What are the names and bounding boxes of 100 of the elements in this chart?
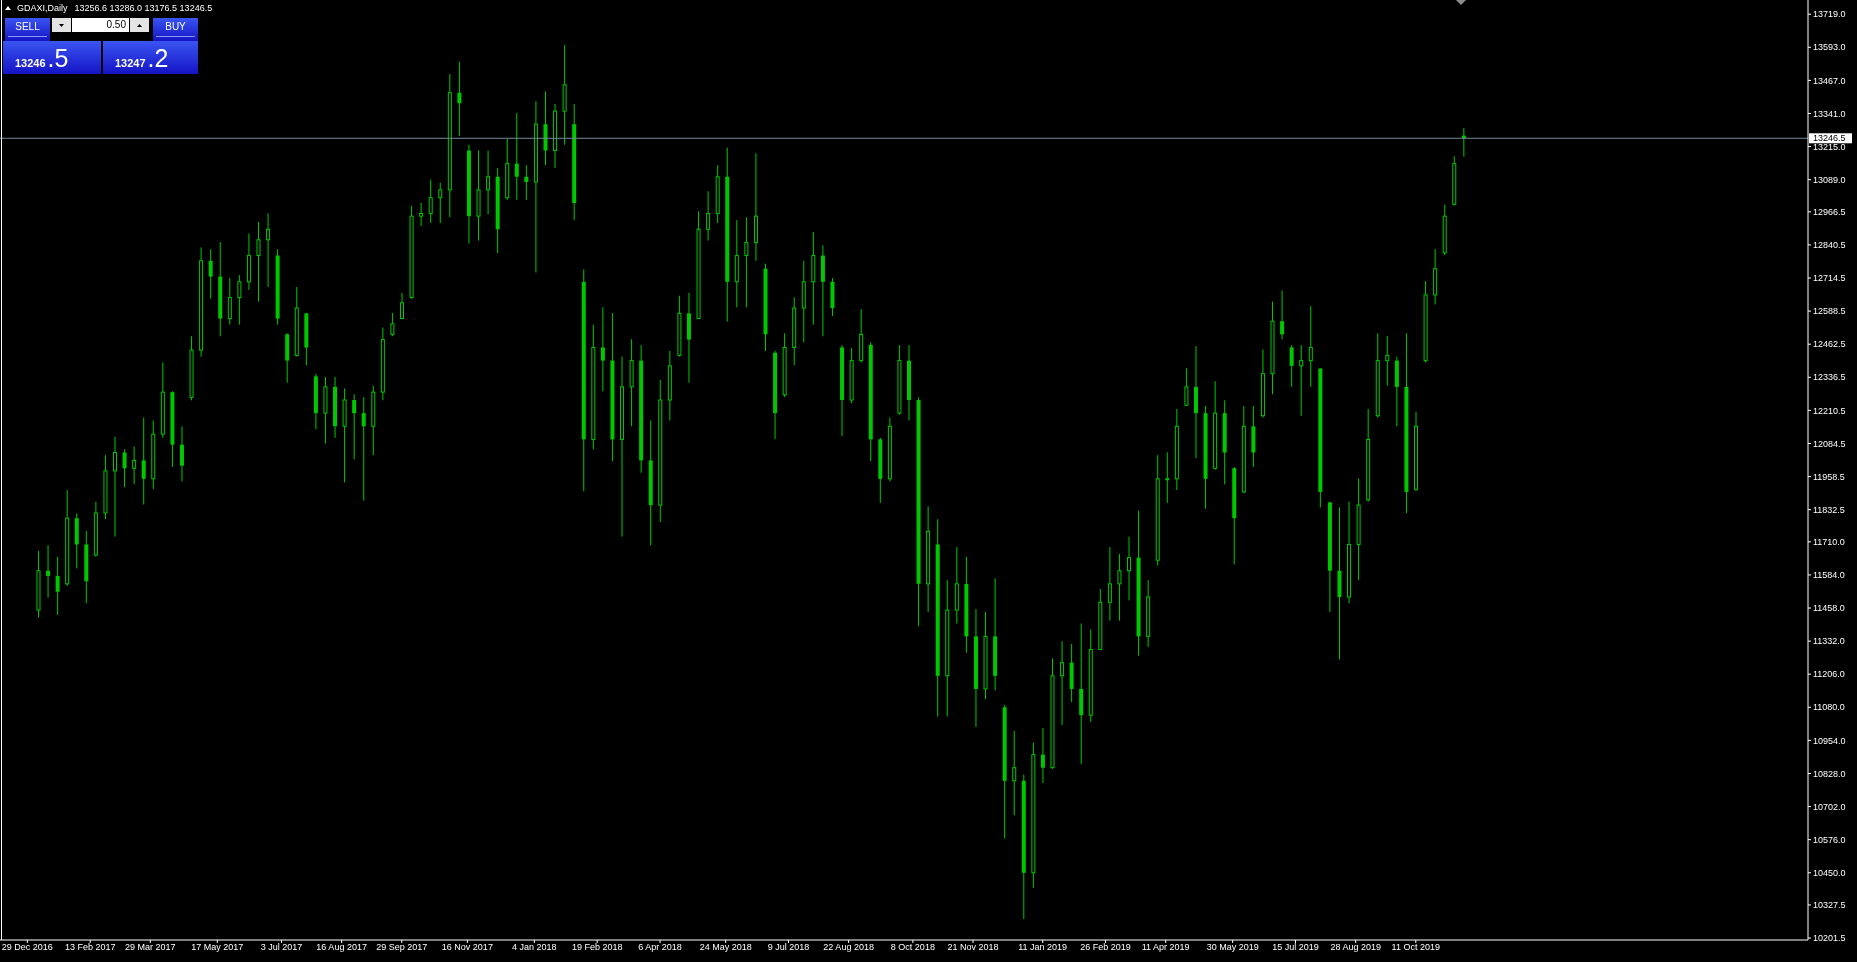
y-tick-label: 12210.5 — [1813, 405, 1846, 416]
y-tick-label: 13719.0 — [1813, 9, 1846, 20]
candlestick — [1107, 546, 1112, 622]
candlestick — [361, 396, 366, 502]
y-tick-label: 12966.5 — [1813, 207, 1846, 218]
candlestick — [438, 182, 443, 224]
y-tick-label: 11710.0 — [1813, 537, 1845, 548]
x-tick-label: 17 May 2017 — [191, 942, 244, 953]
candlestick — [390, 312, 395, 337]
annotation: 13246.5 — [15, 44, 69, 72]
chart-subtitle: 13256.6 13286.0 13176.5 13246.5 — [74, 2, 213, 13]
candlestick — [428, 179, 433, 224]
ref-line-label: 13246.5 — [1813, 133, 1846, 144]
y-tick-label: 13089.0 — [1813, 174, 1846, 185]
y-tick-label: 13593.0 — [1813, 42, 1846, 53]
annotation: 13247.2 — [115, 44, 169, 72]
candlestick — [457, 61, 462, 137]
x-tick-label: 29 Dec 2016 — [1, 942, 53, 953]
y-tick-label: 10702.0 — [1813, 801, 1846, 812]
y-tick-label: 11080.0 — [1813, 702, 1845, 713]
candlestick — [1299, 344, 1304, 417]
candlestick — [1184, 367, 1189, 407]
candlestick — [122, 448, 127, 488]
x-tick-label: 16 Nov 2017 — [441, 942, 493, 953]
y-tick-label: 10576.0 — [1813, 834, 1846, 845]
y-tick-label: 11958.5 — [1813, 471, 1845, 482]
candlestick — [1012, 730, 1017, 816]
y-tick-label: 10327.5 — [1813, 900, 1846, 911]
candlestick — [256, 221, 261, 303]
candlestick — [400, 292, 404, 320]
y-tick-label: 12714.5 — [1813, 273, 1846, 284]
y-tick-label: 10954.0 — [1813, 735, 1846, 746]
y-tick-label: 13341.0 — [1813, 108, 1846, 119]
x-tick-label: 13 Feb 2017 — [64, 942, 116, 953]
y-tick-label: 13467.0 — [1813, 75, 1846, 86]
y-tick-label: 10828.0 — [1813, 768, 1846, 779]
sell-price-button: 13246.5 — [3, 41, 101, 74]
y-tick-label: 11832.5 — [1813, 504, 1845, 515]
buy-button: BUY — [153, 18, 198, 41]
y-tick-label: 11584.0 — [1813, 570, 1845, 581]
x-tick-label: 28 Aug 2019 — [1330, 942, 1381, 953]
y-tick-label: 10450.0 — [1813, 867, 1846, 878]
y-tick-label: 12462.5 — [1813, 339, 1846, 350]
lot-size-field: 0.50 — [72, 18, 129, 32]
chart-title: GDAXI,Daily — [17, 2, 68, 13]
candlestick — [179, 425, 184, 482]
x-tick-label: 8 Oct 2018 — [890, 942, 935, 953]
x-tick-label: 22 Aug 2018 — [823, 942, 874, 953]
x-tick-label: 9 Jul 2018 — [767, 942, 810, 953]
candlestick — [208, 248, 213, 300]
candlestick — [1280, 289, 1285, 340]
candlestick — [1308, 305, 1313, 388]
x-tick-label: 3 Jul 2017 — [260, 942, 303, 953]
candlestick — [744, 216, 749, 308]
candlestick — [141, 417, 146, 506]
x-tick-label: 29 Sep 2017 — [376, 942, 428, 953]
candlestick — [1165, 451, 1170, 504]
candlestick — [486, 149, 491, 215]
x-tick-label: 16 Aug 2017 — [316, 942, 367, 953]
candlestick — [227, 277, 232, 326]
candlestick — [55, 556, 60, 616]
candlestick — [1289, 344, 1294, 388]
y-tick-label: 11458.0 — [1813, 603, 1845, 614]
y-tick-label: 10201.5 — [1813, 933, 1846, 944]
buy-price-button: 13247.2 — [103, 41, 198, 74]
candlestick — [706, 190, 711, 242]
x-tick-label: 26 Feb 2019 — [1080, 942, 1131, 953]
candlestick — [1117, 553, 1122, 622]
x-tick-label: 24 May 2018 — [699, 942, 752, 953]
x-tick-label: 11 Apr 2019 — [1141, 942, 1190, 953]
x-tick-label: 15 Jul 2019 — [1272, 942, 1319, 953]
candlestick — [352, 393, 357, 460]
candlestick — [419, 202, 424, 227]
x-tick-label: 30 May 2019 — [1206, 942, 1259, 953]
candlestick — [524, 164, 529, 201]
candlestick — [46, 544, 51, 599]
y-tick-label: 11206.0 — [1813, 669, 1845, 680]
y-tick-label: 13215.0 — [1813, 141, 1846, 152]
y-tick-label: 12840.5 — [1813, 240, 1846, 251]
y-tick-label: 12084.5 — [1813, 438, 1846, 449]
x-tick-label: 6 Apr 2018 — [638, 942, 682, 953]
y-tick-label: 12336.5 — [1813, 372, 1846, 383]
candlestick — [600, 306, 605, 392]
candlestick — [1127, 536, 1132, 601]
x-tick-label: 11 Jan 2019 — [1018, 942, 1068, 953]
x-tick-label: 21 Nov 2018 — [947, 942, 999, 953]
candlestick — [237, 274, 242, 326]
candlestick — [1385, 335, 1390, 387]
candlestick — [113, 436, 118, 538]
y-tick-label: 12588.5 — [1813, 306, 1846, 317]
candlestick — [1060, 640, 1065, 726]
candlestick — [132, 445, 137, 485]
sell-button: SELL — [5, 18, 50, 41]
x-tick-label: 11 Oct 2019 — [1391, 942, 1440, 953]
y-tick-label: 11332.0 — [1813, 636, 1845, 647]
x-tick-label: 29 Mar 2017 — [125, 942, 176, 953]
candlestick — [514, 112, 519, 201]
x-tick-label: 4 Jan 2018 — [512, 942, 557, 953]
candlestick — [1040, 727, 1045, 784]
candlestick — [266, 212, 271, 288]
